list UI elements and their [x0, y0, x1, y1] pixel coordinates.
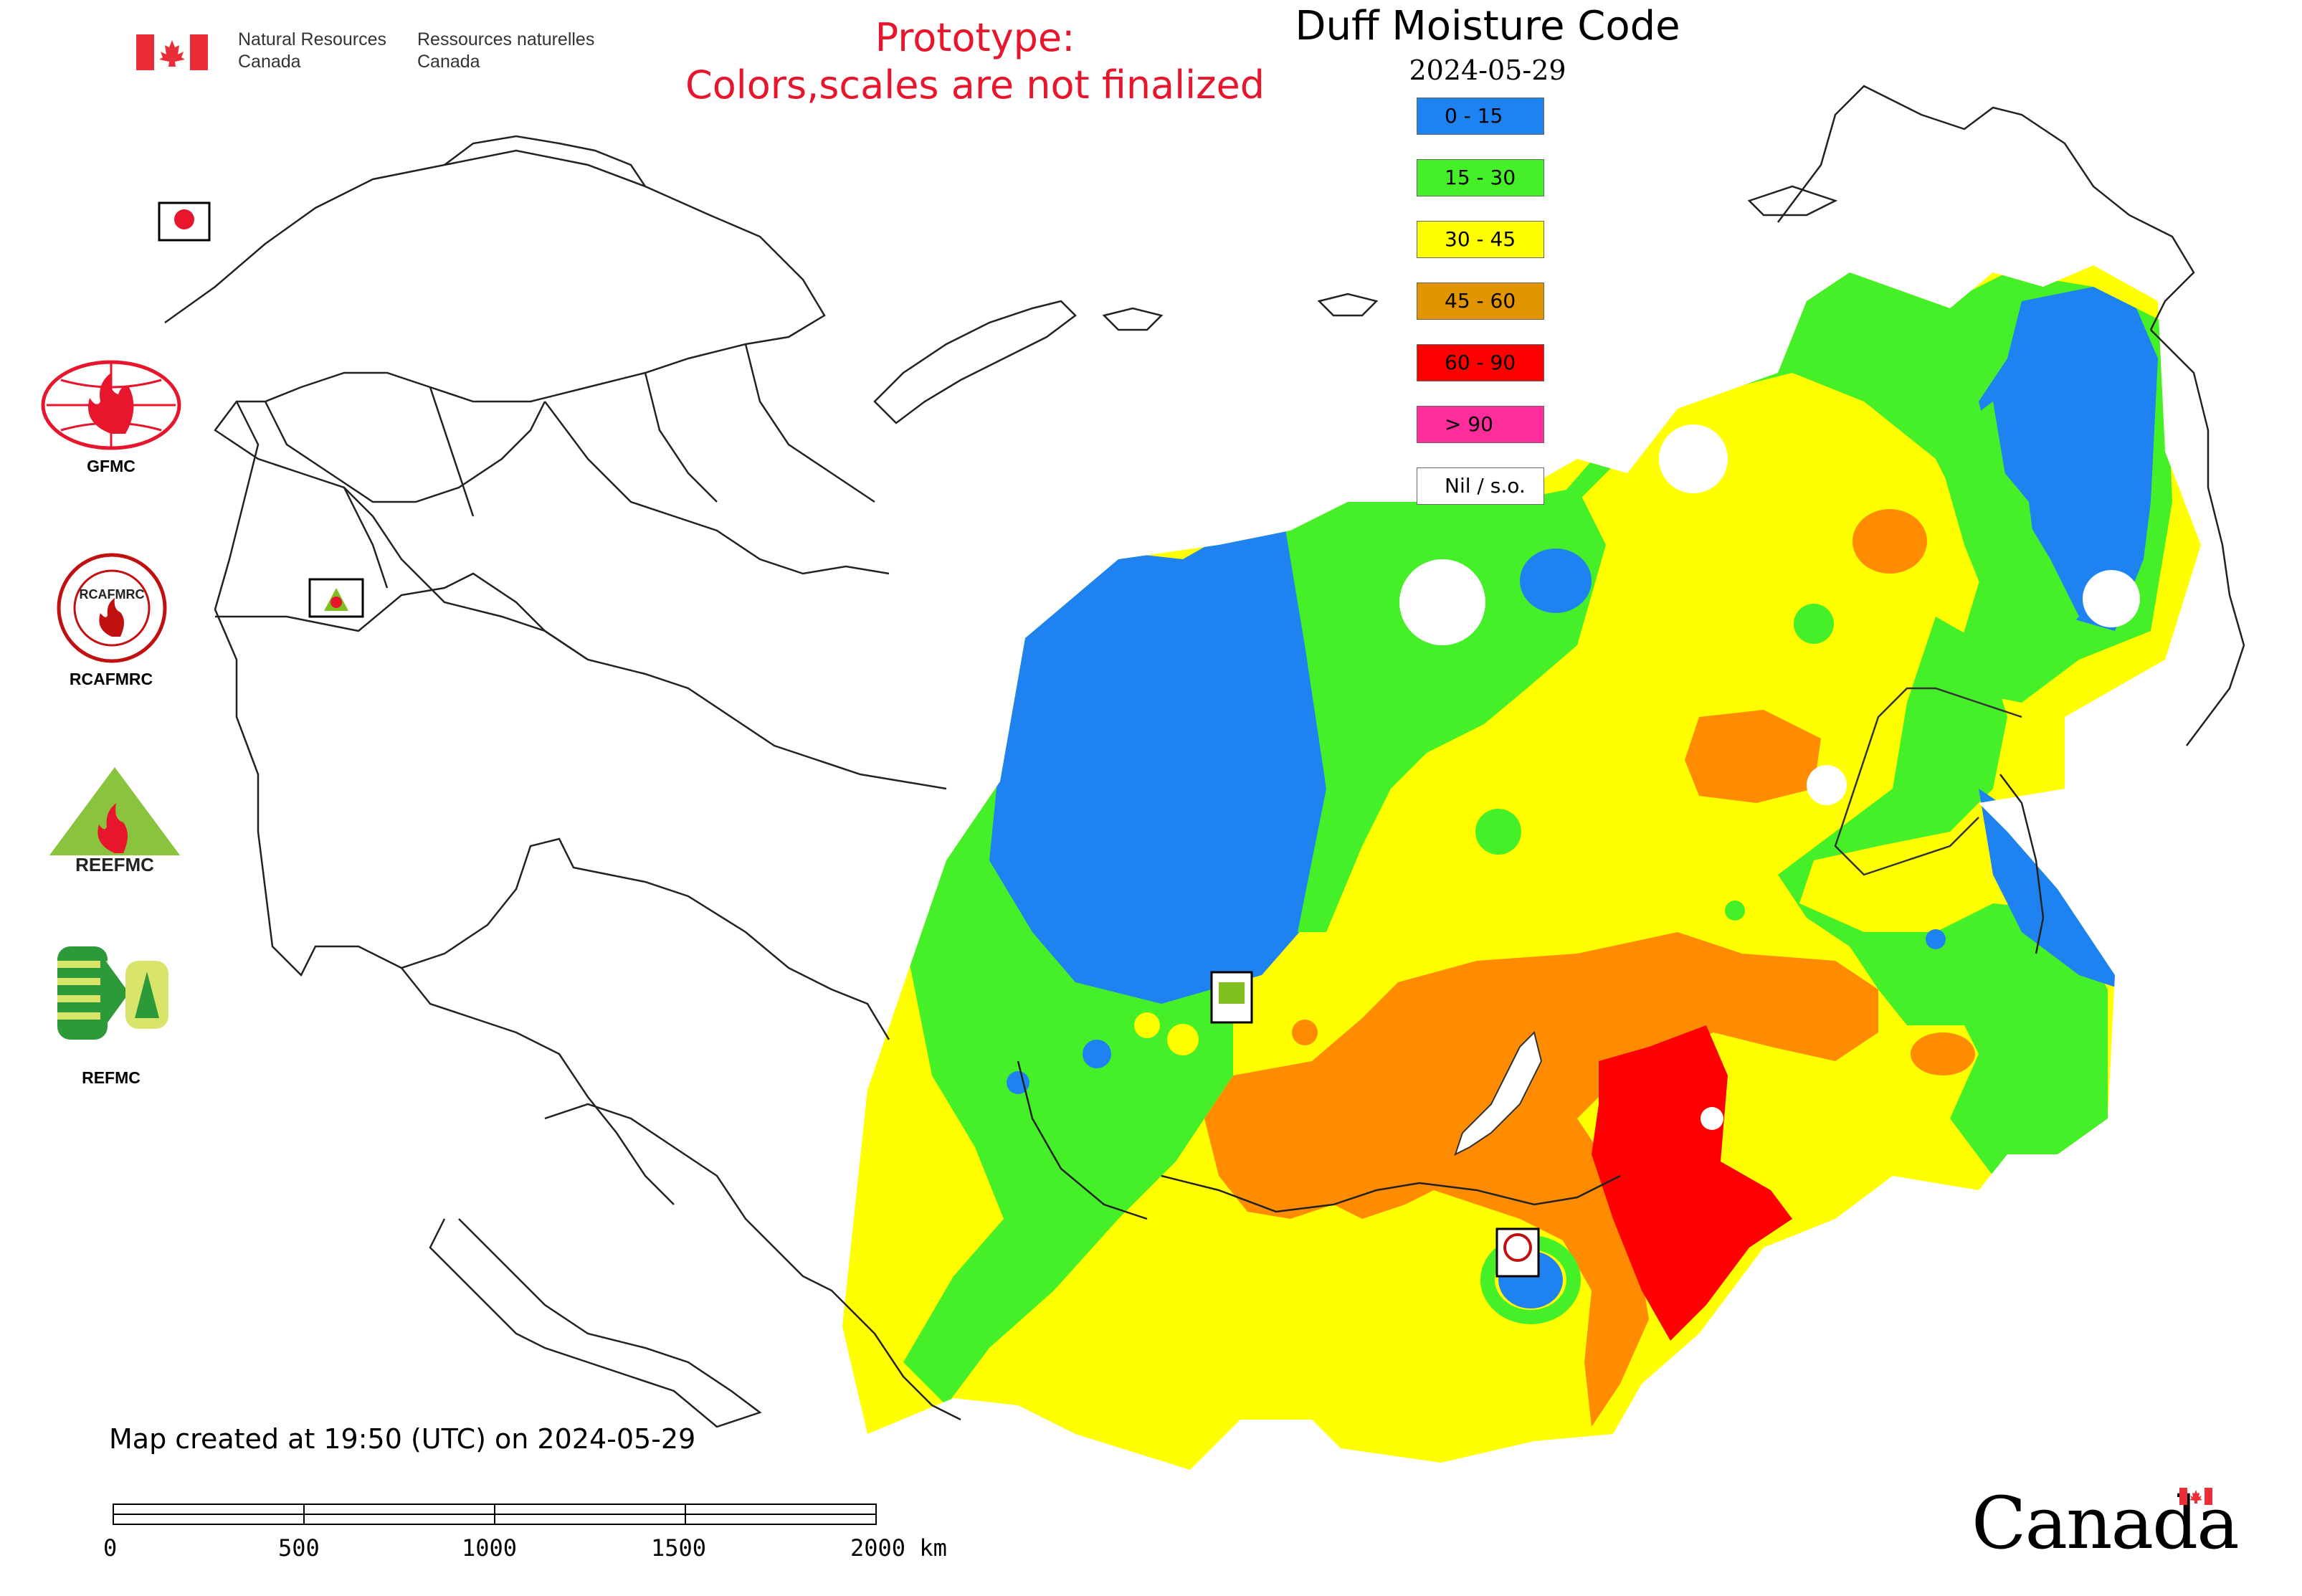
legend-label: 30 - 45	[1445, 227, 1516, 251]
zone-orange-central	[1204, 932, 1878, 1427]
yellow-dot-1	[1167, 1024, 1199, 1055]
green-dot-1	[1725, 901, 1745, 921]
kazakhstan-outline	[544, 1103, 961, 1421]
mongolia-border	[1161, 1174, 1621, 1213]
reefmc-logo-text: REEFMC	[75, 854, 154, 875]
legend-label: Nil / s.o.	[1445, 474, 1526, 498]
svg-text:RCAFMRC: RCAFMRC	[80, 587, 145, 602]
central-asia-outline	[429, 1218, 762, 1428]
ministry-name-en-1: Natural Resources	[238, 29, 387, 49]
eastern-europe-outline	[214, 401, 890, 1040]
nil-spot-2	[1659, 424, 1728, 493]
prototype-notice: Prototype: Colors,scales are not finaliz…	[652, 14, 1298, 109]
scandinavia-outline	[164, 149, 826, 517]
kola-outline	[444, 135, 647, 187]
map-title: Duff Moisture Code	[1295, 3, 1680, 49]
scale-label-1500: 1500	[651, 1534, 707, 1562]
zone-green-east	[1778, 617, 2108, 1176]
kamchatka-outline	[2150, 329, 2245, 746]
legend-item-0-15: 0 - 15	[1417, 98, 1544, 135]
gov-signature: Natural Resources Canada Ressources natu…	[136, 29, 595, 79]
scale-bar	[113, 1504, 877, 1525]
caucasus-border	[401, 967, 675, 1205]
scale-label-1000: 1000	[462, 1534, 518, 1562]
zone-red-baikal-east	[1592, 1025, 1792, 1341]
sakhalin-outline	[1999, 774, 2045, 954]
blue-dot-3	[1926, 929, 1946, 949]
nil-spot-5	[2083, 570, 2140, 627]
map-date: 2024-05-29	[1409, 54, 1566, 86]
russia-west-interior	[371, 516, 947, 790]
russia-region-lines	[343, 343, 890, 589]
yellow-dot-2	[1134, 1012, 1160, 1038]
legend-item-over-90: > 90	[1417, 406, 1544, 443]
canada-wordmark: Canada	[1972, 1488, 2240, 1567]
belarus-ukraine-border	[215, 572, 589, 661]
gfmc-logo-icon	[41, 360, 181, 450]
zone-orange-spot-1	[1852, 509, 1927, 574]
blue-dot-1	[1083, 1040, 1111, 1068]
scale-label-500: 500	[278, 1534, 320, 1562]
scale-label-2000: 2000 km	[850, 1534, 947, 1562]
novaya-zemlya-outline	[873, 300, 1077, 424]
orange-dot-1	[1292, 1020, 1318, 1045]
orange-dot-2	[1315, 1096, 1338, 1119]
nil-spot-4	[1701, 1107, 1723, 1130]
zone-blue-west	[989, 523, 1326, 1004]
legend-label: 45 - 60	[1445, 289, 1516, 313]
zone-blue-spot-1	[1520, 548, 1592, 613]
canada-flag-icon	[136, 34, 208, 70]
ministry-name-fr-1: Ressources naturelles	[417, 29, 595, 49]
zone-orange-spot-2	[1911, 1032, 1975, 1075]
legend-item-15-30: 15 - 30	[1417, 159, 1544, 196]
legend-item-60-90: 60 - 90	[1417, 344, 1544, 381]
chukotka-outline	[1777, 85, 2195, 331]
zone-green-west	[903, 753, 1233, 1405]
kazakh-china-border	[1017, 1060, 1148, 1220]
reefmc-logo-icon: REEFMC	[36, 767, 194, 875]
legend-label: 60 - 90	[1445, 351, 1516, 374]
zone-orange-east-north	[1685, 710, 1821, 803]
baltic-border	[264, 401, 546, 503]
blue-dot-2	[1007, 1071, 1029, 1094]
scale-label-0: 0	[103, 1534, 118, 1562]
nil-spot-1	[1399, 559, 1485, 645]
zone-green-northeast-mid	[1936, 402, 2079, 645]
ministry-name-en-2: Canada	[238, 52, 301, 72]
zone-green-spot-1	[1475, 809, 1521, 855]
legend-item-45-60: 45 - 60	[1417, 282, 1544, 320]
arctic-islands-outline	[1102, 185, 1838, 331]
prototype-line-1: Prototype:	[875, 15, 1075, 60]
gfmc-logo-caption: GFMC	[87, 457, 135, 475]
prototype-line-2: Colors,scales are not finalized	[685, 62, 1265, 108]
legend-label: > 90	[1445, 412, 1493, 436]
zone-green-spot-2	[1794, 604, 1834, 644]
legend: 0 - 15 15 - 30 30 - 45 45 - 60 60 - 90 >…	[1417, 98, 1546, 513]
lake-baikal	[1454, 1031, 1543, 1156]
refmc-logo-caption: REFMC	[82, 1068, 141, 1087]
okhotsk-coastline	[1834, 687, 2022, 876]
zone-blue-northeast	[1979, 287, 2158, 631]
map-created-note: Map created at 19:50 (UTC) on 2024-05-29	[109, 1423, 696, 1455]
legend-label: 0 - 15	[1445, 104, 1503, 128]
refmc-logo-icon	[57, 946, 172, 1040]
legend-item-nil: Nil / s.o.	[1417, 467, 1544, 505]
wordmark-flag-icon	[2179, 1488, 2212, 1505]
rcafmrc-logo-caption: RCAFMRC	[69, 670, 153, 688]
country-outlines	[164, 85, 2245, 1428]
rcafmrc-logo-icon: RCAFMRC	[57, 553, 167, 663]
ministry-name-fr-2: Canada	[417, 52, 480, 72]
legend-item-30-45: 30 - 45	[1417, 221, 1544, 258]
legend-label: 15 - 30	[1445, 166, 1516, 189]
nil-spot-3	[1807, 765, 1847, 805]
